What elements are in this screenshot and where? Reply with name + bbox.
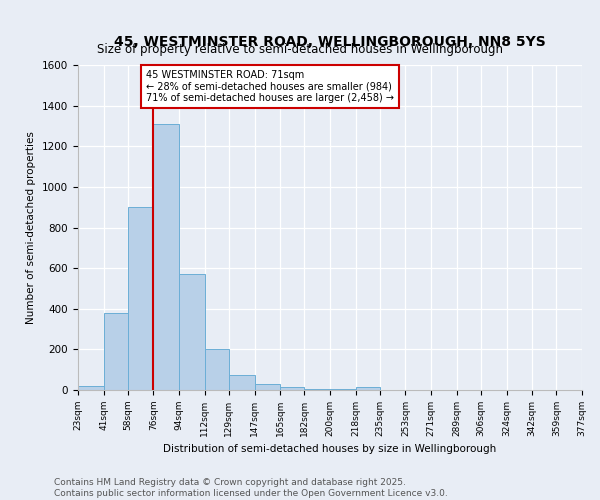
Bar xyxy=(205,350,229,390)
Bar xyxy=(330,389,356,390)
Bar xyxy=(128,207,154,390)
Text: Contains HM Land Registry data © Crown copyright and database right 2025.
Contai: Contains HM Land Registry data © Crown c… xyxy=(54,478,448,498)
Bar xyxy=(154,124,179,390)
Text: 45 WESTMINSTER ROAD: 71sqm
← 28% of semi-detached houses are smaller (984)
71% o: 45 WESTMINSTER ROAD: 71sqm ← 28% of semi… xyxy=(146,70,394,103)
X-axis label: Distribution of semi-detached houses by size in Wellingborough: Distribution of semi-detached houses by … xyxy=(163,444,497,454)
Bar xyxy=(104,313,128,390)
Bar xyxy=(280,387,304,390)
Text: Size of property relative to semi-detached houses in Wellingborough: Size of property relative to semi-detach… xyxy=(97,42,503,56)
Bar xyxy=(254,384,280,390)
Bar xyxy=(304,389,330,390)
Bar xyxy=(179,274,205,390)
Bar xyxy=(229,375,254,390)
Y-axis label: Number of semi-detached properties: Number of semi-detached properties xyxy=(26,131,37,324)
Bar xyxy=(356,387,380,390)
Title: 45, WESTMINSTER ROAD, WELLINGBOROUGH, NN8 5YS: 45, WESTMINSTER ROAD, WELLINGBOROUGH, NN… xyxy=(114,34,546,48)
Bar xyxy=(78,386,104,390)
